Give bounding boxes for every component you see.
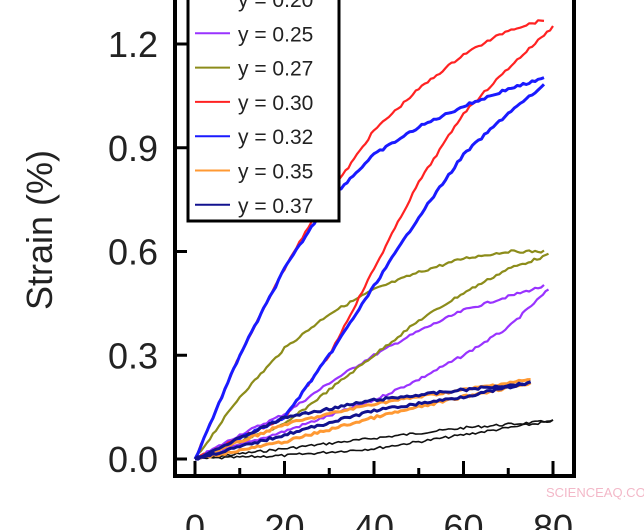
- y-tick-label: 0.0: [108, 439, 158, 480]
- series-0-lower-curve: [194, 419, 554, 460]
- series-2-lower-curve: [194, 252, 549, 460]
- x-tick-label: 80: [533, 507, 573, 530]
- legend: y = 0.20 y = 0.25 y = 0.27 y = 0.30 y = 0.32…: [186, 0, 341, 223]
- legend-box: [186, 0, 341, 223]
- series-6-upper-curve: [194, 380, 531, 461]
- series-4-upper-curve: [193, 76, 545, 460]
- legend-label-6: y = 0.37: [238, 195, 313, 218]
- curves: [193, 19, 554, 461]
- y-axis-label: Strain (%): [19, 150, 60, 310]
- x-tick-label: 40: [354, 507, 394, 530]
- legend-label-0: y = 0.20: [238, 0, 313, 12]
- watermark: SCIENCEAQ.COM: [546, 485, 644, 500]
- x-tick-label: 60: [443, 507, 483, 530]
- legend-label-3: y = 0.30: [238, 92, 313, 115]
- x-tick-label: 20: [264, 507, 304, 530]
- legend-label-2: y = 0.27: [238, 58, 313, 81]
- axes: 0 20 40 60 80 0.0 0.3 0.6 0.9 1.2: [108, 0, 576, 530]
- series-0-upper-curve: [194, 419, 554, 460]
- legend-label-1: y = 0.25: [238, 23, 313, 46]
- series-2-upper-curve: [194, 249, 545, 460]
- legend-label-5: y = 0.35: [238, 161, 313, 184]
- y-tick-label: 0.6: [108, 232, 158, 273]
- y-tick-label: 0.3: [108, 335, 158, 376]
- x-tick-label: 0: [185, 507, 205, 530]
- series-6-lower-curve: [194, 380, 532, 461]
- legend-label-4: y = 0.32: [238, 126, 313, 149]
- y-tick-label: 1.2: [108, 24, 158, 65]
- y-tick-label: 0.9: [108, 128, 158, 169]
